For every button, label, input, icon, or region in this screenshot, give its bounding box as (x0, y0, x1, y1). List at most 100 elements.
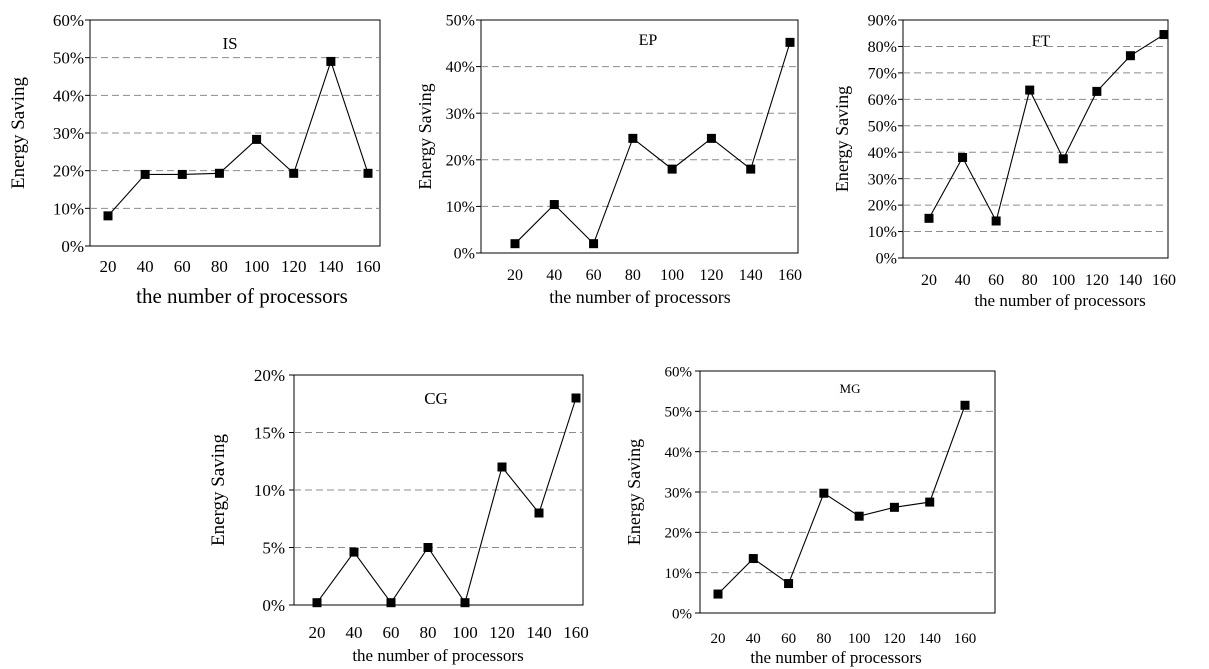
y-tick-label: 80% (868, 39, 897, 56)
y-tick-label: 15% (254, 423, 285, 442)
x-tick-label: 100 (452, 623, 478, 642)
panel-title: IS (222, 34, 237, 53)
y-tick-label: 50% (53, 49, 84, 68)
data-point-marker (1092, 86, 1102, 96)
data-point-marker (924, 213, 934, 223)
x-tick-label: 60 (174, 257, 191, 276)
x-tick-label: 20 (507, 267, 523, 284)
data-point-marker (423, 543, 433, 552)
panel-title: FT (1032, 33, 1051, 50)
y-tick-label: 90% (868, 13, 897, 30)
x-tick-label: 100 (660, 267, 684, 284)
data-point-marker (177, 169, 187, 179)
x-tick-label: 80 (625, 267, 641, 284)
x-tick-label: 120 (883, 631, 906, 647)
x-tick-label: 160 (778, 267, 802, 284)
y-tick-label: 20% (665, 526, 693, 542)
x-tick-label: 140 (918, 631, 941, 647)
y-tick-label: 0% (262, 596, 285, 615)
x-axis-title: the number of processors (974, 291, 1145, 310)
y-tick-label: 30% (446, 106, 475, 123)
panel-title: CG (424, 389, 448, 408)
x-tick-label: 140 (318, 257, 344, 276)
y-tick-label: 50% (665, 405, 693, 421)
data-point-marker (386, 598, 396, 608)
series-line (928, 34, 1165, 223)
x-tick-label: 60 (586, 267, 602, 284)
y-tick-label: 40% (868, 145, 897, 162)
data-point-marker (706, 133, 716, 143)
data-point-marker (889, 502, 899, 512)
x-axis-title: the number of processors (136, 284, 348, 308)
plot-frame (480, 19, 799, 254)
data-point-marker (854, 511, 864, 521)
data-point-marker (1025, 85, 1035, 95)
data-point-marker (746, 164, 756, 174)
x-tick-label: 140 (739, 267, 763, 284)
data-point-marker (960, 400, 970, 410)
series-line (316, 397, 577, 605)
x-tick-label: 160 (1152, 272, 1176, 289)
y-tick-label: 20% (446, 152, 475, 169)
panel-title: EP (639, 32, 658, 49)
y-tick-label: 60% (665, 364, 693, 380)
x-tick-label: 20 (100, 257, 117, 276)
data-point-marker (549, 200, 559, 210)
x-tick-label: 40 (546, 267, 562, 284)
x-tick-label: 60 (383, 623, 400, 642)
data-point-marker (925, 497, 935, 507)
y-tick-label: 40% (665, 445, 693, 461)
y-tick-label: 70% (868, 65, 897, 82)
series-line (717, 405, 966, 595)
data-point-marker (589, 239, 599, 249)
x-tick-label: 40 (955, 272, 971, 289)
chart-panel-ft: 0% 10% 20% 30% 40% 50% 60% 70% 80% 90% 20 40 60 80 100… (832, 13, 1176, 310)
y-axis-title: Energy Saving (624, 439, 644, 545)
x-tick-label: 40 (137, 257, 154, 276)
x-tick-label: 100 (244, 257, 270, 276)
x-tick-label: 20 (921, 272, 937, 289)
x-axis-title: the number of processors (549, 287, 730, 307)
chart-panel-mg: 0% 10% 20% 30% 40% 50% 60% 20 40 60 80 100 120 140 160… (624, 364, 996, 667)
y-tick-label: 40% (446, 59, 475, 76)
y-tick-label: 10% (254, 481, 285, 500)
plot-frame (902, 19, 1169, 259)
x-tick-label: 60 (781, 631, 796, 647)
y-axis-title: Energy Saving (8, 76, 29, 189)
x-tick-label: 80 (211, 257, 228, 276)
data-point-marker (819, 488, 829, 498)
y-axis-title: Energy Saving (208, 433, 229, 546)
data-point-marker (958, 153, 968, 163)
data-point-marker (326, 56, 336, 66)
data-point-marker (748, 554, 758, 564)
y-tick-label: 30% (868, 171, 897, 188)
series-line (514, 42, 791, 245)
x-tick-label: 120 (281, 257, 307, 276)
x-tick-label: 120 (699, 267, 723, 284)
y-tick-label: 0% (672, 606, 692, 622)
x-tick-label: 20 (711, 631, 726, 647)
y-tick-label: 0% (61, 237, 84, 256)
data-point-marker (784, 579, 794, 589)
data-point-marker (140, 169, 150, 179)
y-tick-label: 60% (868, 92, 897, 109)
y-axis-title: Energy Saving (832, 86, 852, 192)
data-point-marker (667, 164, 677, 174)
data-point-marker (289, 168, 299, 178)
series-line (107, 59, 369, 217)
y-tick-label: 60% (53, 11, 84, 30)
y-tick-label: 40% (53, 86, 84, 105)
data-point-marker (214, 168, 224, 178)
x-tick-label: 140 (1118, 272, 1142, 289)
data-point-marker (252, 134, 262, 144)
y-tick-label: 0% (876, 251, 897, 268)
y-tick-label: 20% (254, 366, 285, 385)
data-point-marker (1159, 30, 1169, 40)
x-tick-label: 60 (988, 272, 1004, 289)
x-axis-title: the number of processors (352, 646, 523, 665)
x-tick-label: 160 (563, 623, 589, 642)
y-tick-label: 5% (262, 538, 285, 557)
y-tick-label: 30% (665, 485, 693, 501)
data-point-marker (510, 239, 520, 249)
y-tick-label: 10% (868, 224, 897, 241)
